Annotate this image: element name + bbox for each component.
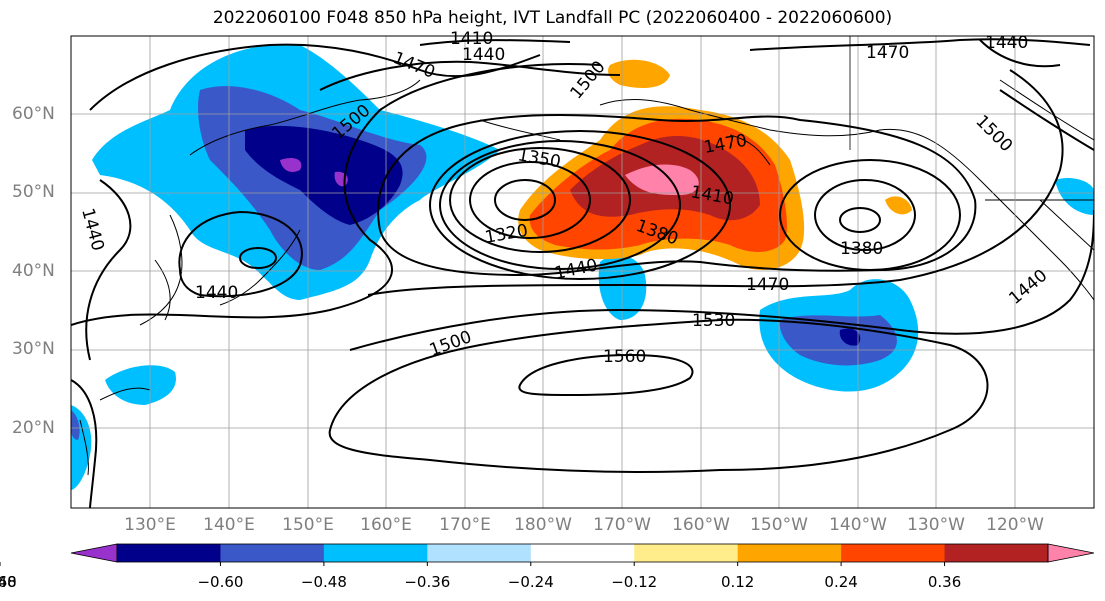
lon-label-180w: 180°W: [514, 515, 572, 535]
lon-label-130e: 130°E: [124, 515, 176, 535]
lon-label-140e: 140°E: [203, 515, 255, 535]
colorbar-tick-label: −0.36: [404, 573, 451, 591]
gridlines: [71, 36, 1094, 508]
contour-label: 1470: [866, 43, 909, 63]
lon-label-170w: 170°W: [593, 515, 651, 535]
colorbar-tick-label: −0.24: [507, 573, 554, 591]
colorbar-tick-label: 0.48: [0, 573, 17, 591]
colorbar-segment: [220, 544, 325, 562]
colorbar-tick-label: −0.48: [300, 573, 347, 591]
lon-label-140w: 140°W: [829, 515, 887, 535]
contour-label: 1530: [692, 311, 735, 331]
colorbar-tick-label: 0.12: [720, 573, 755, 591]
colorbar-segment: [530, 544, 635, 562]
contour-label: 1440: [985, 33, 1028, 53]
lon-label-130w: 130°W: [907, 515, 965, 535]
lat-label-30n: 30°N: [12, 339, 55, 359]
colorbar-tick-label: −0.12: [611, 573, 658, 591]
colorbar-tick-label: 0.24: [824, 573, 858, 591]
colorbar-segment: [944, 544, 1049, 562]
negative-ivt-shading: [71, 44, 1094, 490]
lon-label-150e: 150°E: [282, 515, 334, 535]
colorbar-outline: [116, 543, 1049, 563]
lat-label-20n: 20°N: [12, 418, 55, 438]
contour-label: 1470: [746, 275, 789, 295]
colorbar-segment: [427, 544, 532, 562]
lat-label-40n: 40°N: [12, 261, 55, 281]
lon-label-170e: 170°E: [439, 515, 491, 535]
lon-label-160w: 160°W: [672, 515, 730, 535]
country-borders: [849, 36, 1094, 201]
colorbar-segment: [117, 544, 221, 562]
contour-label: 1410: [450, 29, 493, 49]
colorbar: [0, 543, 1095, 566]
colorbar-tick-label: 0.36: [927, 573, 962, 591]
contour-label: 1440: [462, 45, 505, 65]
colorbar-segment: [323, 544, 428, 562]
colorbar-tick-label: −0.60: [197, 573, 244, 591]
positive-ivt-shading: [518, 59, 912, 270]
height-contours: [71, 38, 1094, 508]
colorbar-segment: [841, 544, 946, 562]
coastlines: [79, 79, 1094, 476]
colorbar-tick-label: 0.60: [0, 573, 17, 591]
lon-label-160e: 160°E: [360, 515, 412, 535]
lat-label-60n: 60°N: [12, 104, 55, 124]
colorbar-extend-min: [70, 543, 118, 563]
colorbar-segment: [634, 544, 739, 562]
contour-label: 1440: [195, 283, 238, 303]
contour-label: 1560: [603, 347, 646, 367]
colorbar-segment: [737, 544, 842, 562]
map-title: 2022060100 F048 850 hPa height, IVT Land…: [212, 8, 893, 28]
contour-label: 1380: [840, 239, 883, 259]
colorbar-extend-max: [1047, 543, 1095, 563]
lat-label-50n: 50°N: [12, 182, 55, 202]
lon-label-150w: 150°W: [750, 515, 808, 535]
lon-label-120w: 120°W: [986, 515, 1044, 535]
